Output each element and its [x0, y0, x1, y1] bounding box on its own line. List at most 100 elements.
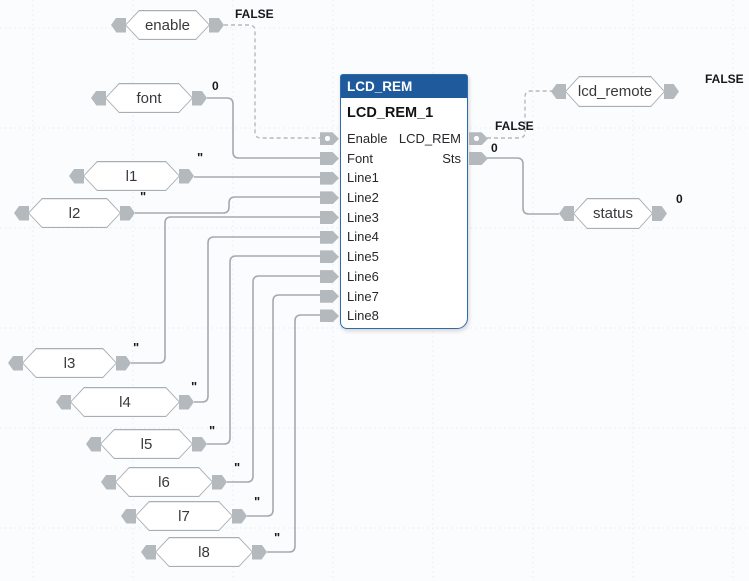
output-pin-column: LCD_REM Sts [341, 129, 488, 168]
block-instance-name: LCD_REM_1 [347, 105, 434, 121]
tag-port-right[interactable] [116, 355, 131, 371]
input-pin-label: Enable [347, 131, 388, 146]
input-pin-line2[interactable] [320, 191, 339, 205]
tag-port-left[interactable] [141, 544, 156, 560]
input-pin-line6[interactable] [320, 270, 339, 284]
wire-l5-to-line5-pin[interactable] [207, 255, 323, 445]
value-label-l8: " [274, 530, 281, 545]
output-pin-sts[interactable] [469, 151, 488, 165]
value-label-l7: " [254, 494, 261, 509]
wire-l7-to-line7-pin[interactable] [247, 294, 323, 517]
wire-sts-to-status[interactable] [487, 157, 559, 215]
tag-port-left[interactable] [121, 508, 136, 524]
tag-port-left[interactable] [111, 17, 126, 33]
tag-status[interactable]: status [559, 198, 667, 229]
tag-l5[interactable]: l5 [86, 429, 207, 459]
tag-l2[interactable]: l2 [14, 198, 135, 228]
tag-port-right[interactable] [252, 544, 267, 560]
input-pin-label: Line4 [347, 229, 379, 245]
wire-font-to-font-pin[interactable] [207, 97, 323, 159]
tag-hexagon-fill [574, 199, 652, 228]
tag-label: font [136, 89, 162, 107]
tag-hexagon-fill [101, 430, 192, 458]
function-block-lcd-rem[interactable]: LCD_REM LCD_REM_1 Enable Font Line1 Line… [320, 74, 488, 329]
tag-l3[interactable]: l3 [8, 348, 131, 378]
value-label-lcd-remote: FALSE [705, 72, 744, 86]
tag-port-left[interactable] [559, 206, 574, 221]
tag-port-right[interactable] [120, 205, 135, 221]
wire-l2-to-line2-pin[interactable] [135, 196, 323, 214]
value-label-font: 0 [212, 79, 219, 93]
tag-hexagon-fill [156, 538, 252, 566]
tag-port-right[interactable] [192, 90, 207, 106]
tag-port-right[interactable] [179, 394, 194, 410]
tag-port-left[interactable] [56, 394, 71, 410]
tag-font[interactable]: font [91, 83, 207, 113]
value-label-l3: " [133, 340, 140, 355]
input-pin-line8[interactable] [320, 309, 339, 323]
input-pin-font[interactable] [320, 151, 339, 165]
input-pin-label: Line3 [347, 209, 379, 225]
tag-hexagon-fill [106, 84, 192, 112]
tag-port-left[interactable] [69, 168, 84, 184]
input-pin-enable[interactable] [320, 132, 339, 146]
tag-port-left[interactable] [8, 355, 23, 371]
tag-port-right[interactable] [232, 508, 247, 524]
input-pin-label: Line8 [347, 308, 379, 324]
value-label-lcd-rem-pin: FALSE [495, 119, 534, 133]
tag-port-right[interactable] [212, 474, 227, 490]
wire-l6-to-line6-pin[interactable] [227, 275, 323, 483]
tag-port-right[interactable] [192, 436, 207, 452]
tag-label: lcd_remote [577, 83, 653, 100]
tag-hexagon-fill [23, 349, 116, 377]
tag-l4[interactable]: l4 [56, 387, 194, 417]
input-pin-label: Line7 [347, 288, 379, 304]
tag-label: l6 [158, 473, 170, 491]
value-label-l1: " [197, 150, 204, 165]
input-pin-line7[interactable] [320, 289, 339, 303]
wire-enable-to-enable-pin[interactable] [224, 24, 323, 139]
tag-port-left[interactable] [86, 436, 101, 452]
value-label-l2: " [140, 189, 147, 204]
tag-port-right[interactable] [209, 17, 224, 33]
tag-label: l2 [68, 204, 81, 222]
input-pin-label: Line5 [347, 249, 379, 265]
tag-label: l4 [119, 393, 131, 411]
wire-l8-to-line8-pin[interactable] [267, 314, 323, 553]
wire-lcdrem-to-lcd-remote[interactable] [487, 90, 553, 139]
tag-l7[interactable]: l7 [121, 501, 247, 531]
value-label-enable: FALSE [235, 7, 274, 21]
tag-port-left[interactable] [91, 90, 106, 106]
value-label-l6: " [234, 460, 241, 475]
tag-port-left[interactable] [14, 205, 29, 221]
tag-hexagon-fill [566, 77, 664, 106]
value-label-l4: " [191, 379, 198, 394]
value-label-sts-pin: 0 [491, 141, 498, 155]
tag-hexagon-fill [126, 11, 209, 39]
input-pin-label: Line6 [347, 268, 379, 284]
tag-l8[interactable]: l8 [141, 537, 267, 567]
tag-port-left[interactable] [551, 84, 566, 99]
tag-lcd-remote[interactable]: lcd_remote [551, 76, 679, 107]
tag-port-right[interactable] [652, 206, 667, 221]
output-pin-lcd-rem[interactable] [469, 132, 488, 146]
wire-l4-to-line4-pin[interactable] [194, 236, 323, 403]
wire-l3-to-line3-pin[interactable] [131, 216, 323, 364]
input-pin-line1[interactable] [320, 171, 339, 185]
input-pin-line5[interactable] [320, 250, 339, 264]
tag-hexagon-fill [29, 199, 120, 227]
tag-l6[interactable]: l6 [101, 467, 227, 497]
tag-l1[interactable]: l1 [69, 161, 194, 191]
tag-enable[interactable]: enable [111, 10, 224, 40]
tag-port-right[interactable] [179, 168, 194, 184]
tag-hexagon-fill [136, 502, 232, 530]
block-type-name[interactable]: LCD_REM [341, 75, 467, 98]
tag-port-right[interactable] [664, 84, 679, 99]
tag-label: l7 [178, 507, 190, 525]
input-pin-label: Font [347, 150, 374, 166]
input-pin-line4[interactable] [320, 230, 339, 244]
input-pin-line3[interactable] [320, 211, 339, 225]
output-pin-label: Sts [442, 150, 461, 166]
tag-port-left[interactable] [101, 474, 116, 490]
